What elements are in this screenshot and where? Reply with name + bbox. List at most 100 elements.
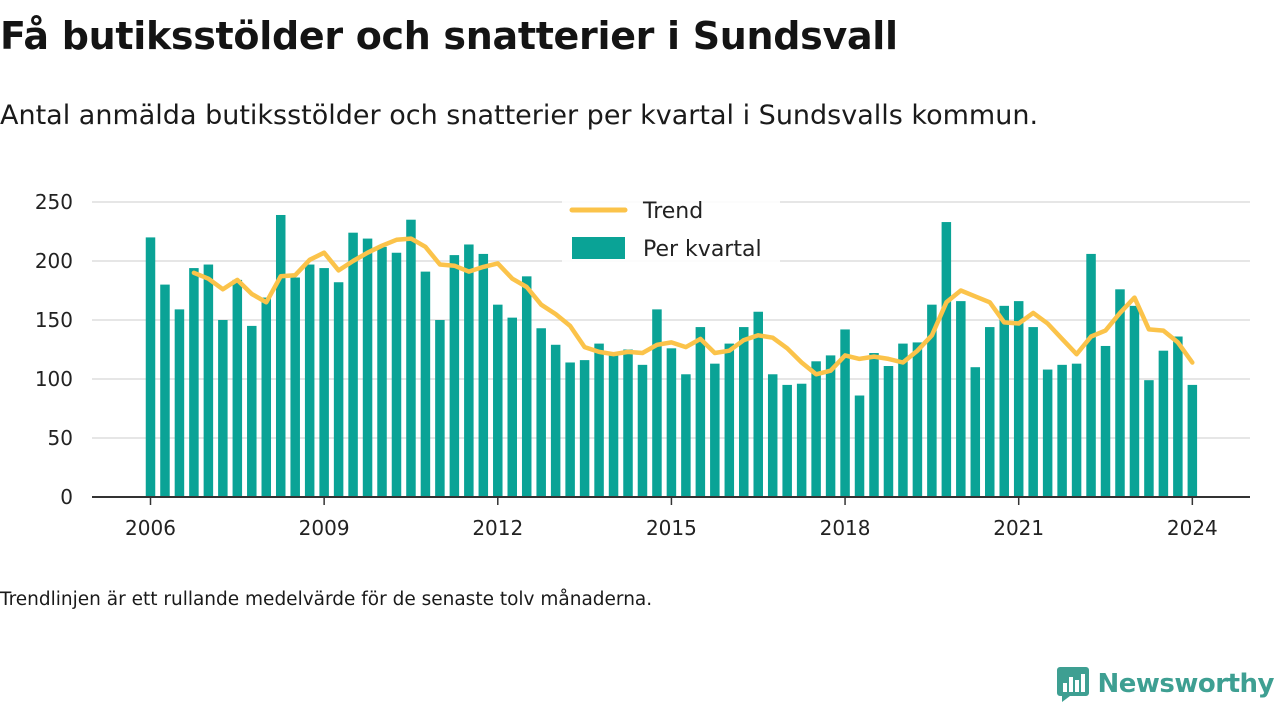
bar [1144, 380, 1154, 497]
x-tick-label: 2018 [820, 516, 871, 540]
chart-title: Få butiksstölder och snatterier i Sundsv… [0, 14, 898, 58]
x-tick-label: 2012 [472, 516, 523, 540]
y-tick-label: 100 [35, 367, 73, 391]
axes: 0 50 100 150 200 250 2006 2009 2012 2015 2018 2021 2… [35, 190, 1250, 540]
bar [1158, 350, 1169, 497]
bar [218, 320, 228, 497]
bar [898, 343, 908, 497]
bar [435, 320, 445, 497]
bar [854, 395, 865, 497]
bar [840, 329, 850, 497]
trend-series [191, 236, 1195, 377]
bar [724, 343, 735, 497]
bar [420, 271, 431, 497]
bar [464, 244, 474, 497]
bar [449, 255, 460, 497]
bar-series [145, 214, 1198, 498]
bar [623, 349, 633, 497]
bar [507, 317, 517, 497]
bar [985, 327, 995, 497]
bar [521, 276, 532, 497]
bar [391, 252, 402, 497]
bar [174, 309, 185, 497]
x-tick-label: 2015 [646, 516, 697, 540]
bar [290, 277, 300, 497]
legend-label: Per kvartal [643, 237, 762, 262]
bar [782, 384, 792, 497]
bar [681, 374, 691, 497]
bar [275, 214, 286, 498]
bar [883, 366, 894, 497]
bar [333, 282, 344, 497]
bar [594, 343, 604, 497]
bar [912, 342, 923, 497]
bar [927, 304, 937, 497]
bar [565, 362, 575, 497]
bar [796, 383, 807, 497]
bar [493, 304, 503, 497]
bar [348, 232, 358, 497]
y-tick-label: 250 [35, 190, 73, 214]
bar [261, 297, 272, 497]
bar [579, 360, 590, 497]
x-tick-label: 2021 [993, 516, 1044, 540]
bar [247, 325, 257, 497]
bar [739, 327, 749, 497]
brand-name: Newsworthy [1097, 669, 1275, 699]
legend-label: Trend [642, 199, 703, 224]
bar [189, 268, 199, 497]
bar [652, 309, 662, 497]
bar [1129, 305, 1140, 497]
bar [637, 364, 648, 497]
bar [666, 348, 677, 497]
bar [550, 344, 561, 497]
bar [695, 327, 706, 497]
bar [1100, 345, 1111, 497]
bar [536, 328, 546, 497]
chart-subtitle: Antal anmälda butiksstölder och snatteri… [0, 100, 1039, 131]
y-tick-label: 0 [60, 485, 73, 509]
bar [1187, 384, 1198, 497]
bar [999, 305, 1009, 497]
trend-line [191, 236, 1195, 377]
bar [956, 301, 966, 497]
y-tick-label: 50 [48, 426, 73, 450]
bar [145, 237, 156, 497]
bar [608, 353, 619, 497]
newsworthy-logo-icon [1056, 667, 1089, 702]
bar [1028, 327, 1038, 497]
bar [319, 268, 329, 497]
bar [1086, 253, 1096, 497]
bar [753, 311, 763, 497]
bar [825, 355, 836, 497]
bar [160, 284, 170, 497]
bar [1057, 364, 1067, 497]
bar [1013, 301, 1024, 497]
bar [1042, 369, 1053, 497]
bar [970, 367, 981, 497]
x-tick-label: 2006 [125, 516, 176, 540]
footnote: Trendlinjen är ett rullande medelvärde f… [0, 589, 653, 610]
bar [811, 361, 821, 497]
y-tick-label: 150 [35, 308, 73, 332]
bar [1173, 336, 1183, 497]
bar [478, 253, 489, 497]
bar [710, 363, 720, 497]
bar [377, 246, 387, 497]
chart-area: 0 50 100 150 200 250 2006 2009 2012 2015 2018 2021 2… [35, 190, 1250, 540]
bar [1071, 363, 1082, 497]
bar [767, 374, 778, 497]
legend-swatch-bars [572, 237, 625, 259]
bar [304, 264, 315, 497]
brand-logo: Newsworthy [1056, 664, 1275, 704]
x-tick-label: 2024 [1167, 516, 1218, 540]
bar [406, 219, 416, 497]
bar [232, 279, 243, 497]
bar [203, 264, 214, 497]
bar [941, 222, 952, 497]
x-tick-label: 2009 [299, 516, 350, 540]
bar [1115, 289, 1125, 497]
y-tick-label: 200 [35, 249, 73, 273]
bar [362, 238, 373, 497]
legend: Trend Per kvartal [562, 195, 780, 265]
